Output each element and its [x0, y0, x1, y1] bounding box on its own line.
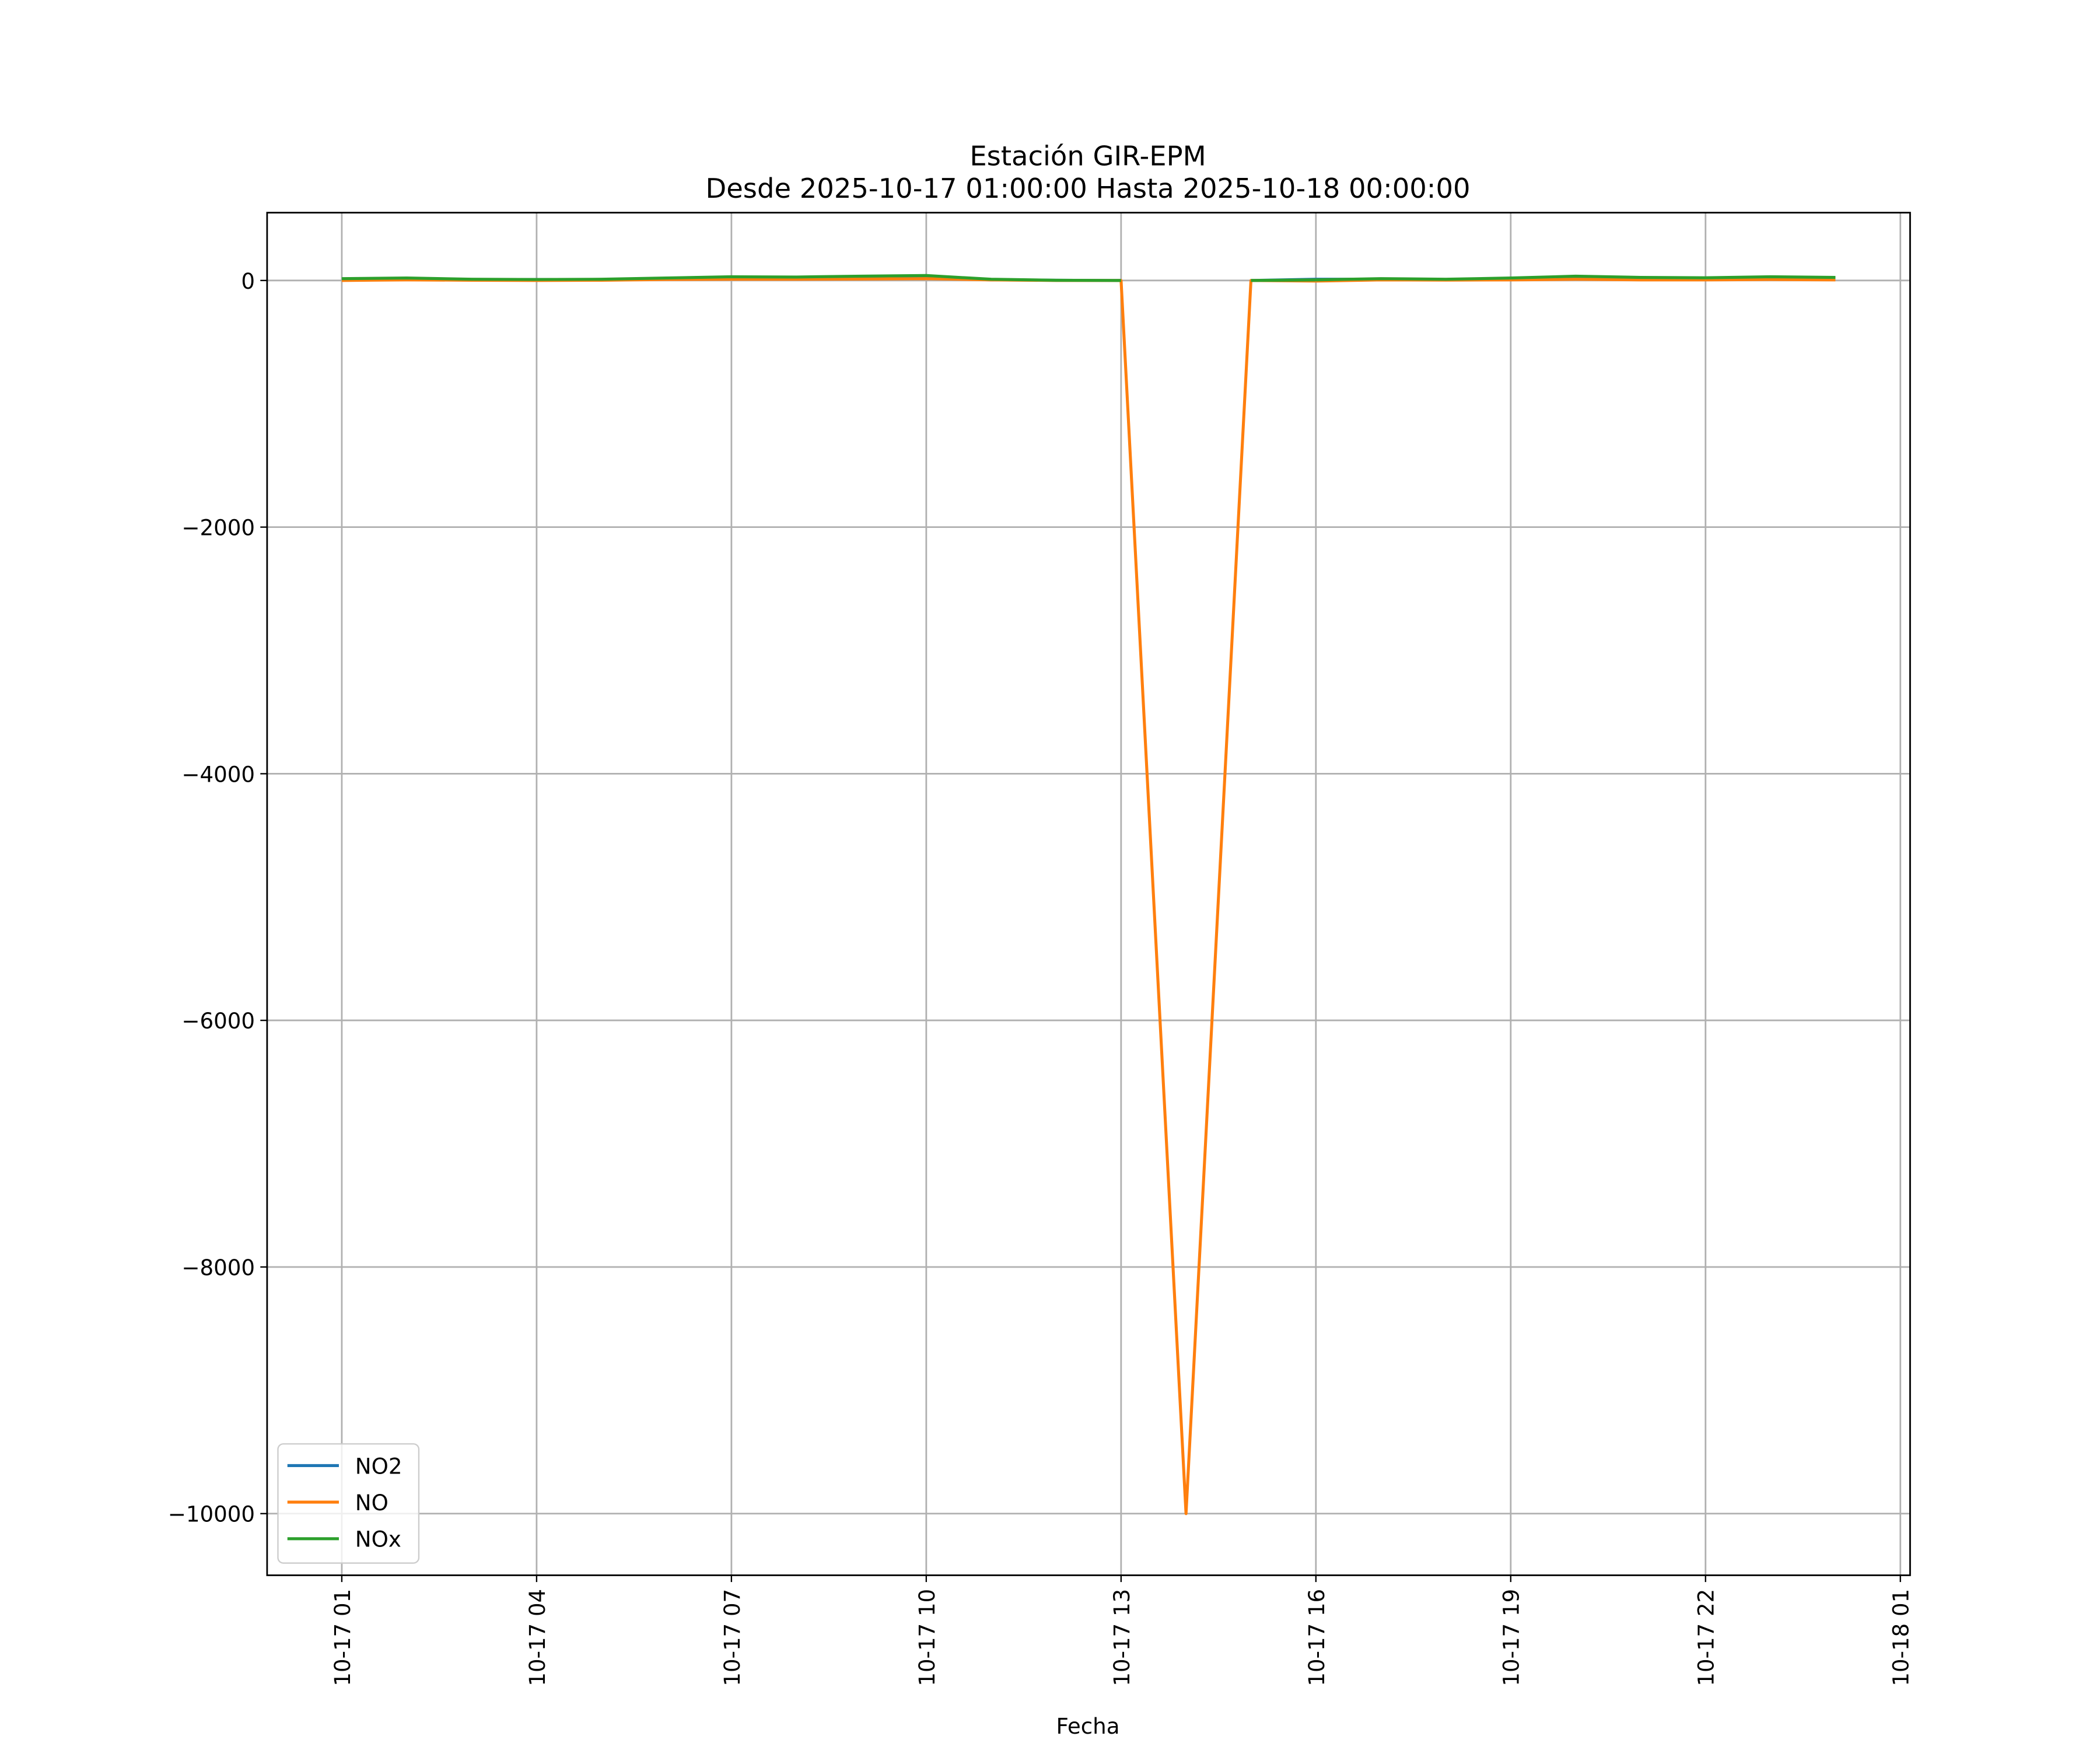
x-tick-label: 10-18 01 — [1889, 1589, 1914, 1686]
y-tick-label: −8000 — [181, 1255, 255, 1280]
plot-frame — [266, 212, 1911, 1576]
y-tick-label: −2000 — [181, 516, 255, 541]
legend-label: NOx — [355, 1527, 401, 1552]
y-tick-label: −6000 — [181, 1009, 255, 1034]
legend-frame — [277, 1443, 420, 1564]
chart-title: Estación GIR-EPM Desde 2025-10-17 01:00:0… — [705, 140, 1470, 204]
y-tick-label: 0 — [241, 269, 255, 294]
y-tick-label: −10000 — [168, 1502, 255, 1527]
x-axis-label: Fecha — [1056, 1714, 1120, 1739]
x-tick-label: 10-17 10 — [915, 1589, 940, 1686]
x-tick-label: 10-17 19 — [1499, 1589, 1524, 1686]
legend: NO2 NO NOx — [277, 1443, 420, 1564]
legend-label: NO — [355, 1490, 388, 1516]
legend-label: NO2 — [355, 1454, 402, 1479]
y-tick-label: −4000 — [181, 762, 255, 787]
x-tick-label: 10-17 16 — [1304, 1589, 1329, 1686]
x-tick-label: 10-17 22 — [1694, 1589, 1719, 1686]
x-tick-label: 10-17 04 — [525, 1589, 550, 1686]
series-line — [341, 274, 1836, 282]
lines — [341, 274, 1836, 1516]
x-tick-label: 10-17 13 — [1110, 1589, 1135, 1686]
grid — [260, 212, 1910, 1583]
x-tick-label: 10-17 07 — [720, 1589, 745, 1686]
x-tick-label: 10-17 01 — [330, 1589, 355, 1686]
